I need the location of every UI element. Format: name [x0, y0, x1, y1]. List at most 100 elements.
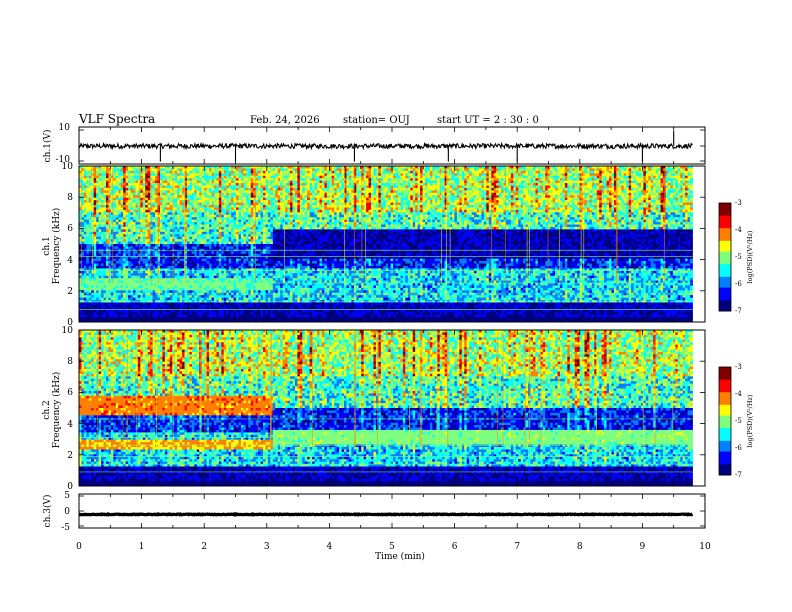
spectrogram-cell — [187, 271, 190, 274]
spectrogram-cell — [226, 210, 229, 213]
spectrogram-cell — [155, 225, 158, 228]
spectrogram-cell — [180, 290, 183, 293]
spectrogram-cell — [207, 303, 210, 306]
spectrogram-cell — [104, 217, 107, 220]
spectrogram-cell — [89, 288, 92, 291]
spectrogram-cell — [231, 317, 234, 320]
spectrogram-cell — [116, 215, 119, 218]
spectrogram-cell — [94, 222, 97, 225]
spectrogram-cell — [170, 193, 173, 196]
spectrogram-cell — [175, 215, 178, 218]
spectrogram-cell — [106, 178, 109, 181]
spectrogram-cell — [194, 273, 197, 276]
spectrogram-cell — [197, 210, 200, 213]
spectrogram-cell — [167, 200, 170, 203]
spectrogram-cell — [199, 295, 202, 298]
spectrogram-cell — [143, 251, 146, 254]
spectrogram-cell — [84, 303, 87, 306]
spectrogram-cell — [189, 200, 192, 203]
spectrogram-cell — [180, 198, 183, 201]
spectrogram-cell — [175, 273, 178, 276]
spectrogram-cell — [143, 261, 146, 264]
spectrogram-cell — [140, 176, 143, 179]
spectrogram-cell — [219, 178, 222, 181]
spectrogram-cell — [131, 288, 134, 291]
spectrogram-cell — [145, 215, 148, 218]
spectrogram-cell — [177, 198, 180, 201]
spectrogram-cell — [94, 210, 97, 213]
spectrogram-cell — [229, 244, 232, 247]
spectrogram-cell — [126, 176, 129, 179]
spectrogram-cell — [202, 195, 205, 198]
spectrogram-cell — [94, 181, 97, 184]
spectrogram-cell — [175, 290, 178, 293]
spectrogram-cell — [194, 288, 197, 291]
spectrogram-cell — [231, 193, 234, 196]
spectrogram-cell — [131, 205, 134, 208]
spectrogram-cell — [224, 290, 227, 293]
spectrogram-cell — [234, 171, 237, 174]
spectrogram-cell — [113, 251, 116, 254]
spectrogram-cell — [116, 229, 119, 232]
spectrogram-cell — [108, 176, 111, 179]
spectrogram-cell — [189, 168, 192, 171]
spectrogram-cell — [180, 264, 183, 267]
spectrogram-cell — [162, 288, 165, 291]
spectrogram-cell — [145, 259, 148, 262]
spectrogram-cell — [162, 244, 165, 247]
spectrogram-cell — [116, 264, 119, 267]
spectrogram-cell — [104, 276, 107, 279]
spectrogram-cell — [126, 212, 129, 215]
spectrogram-cell — [202, 232, 205, 235]
spectrogram-cell — [189, 205, 192, 208]
spectrogram-cell — [209, 298, 212, 301]
spectrogram-cell — [126, 303, 129, 306]
spectrogram-cell — [111, 190, 114, 193]
spectrogram-cell — [180, 178, 183, 181]
spectrogram-cell — [165, 259, 168, 262]
spectrogram-cell — [216, 315, 219, 318]
spectrogram-cell — [207, 183, 210, 186]
spectrogram-cell — [101, 212, 104, 215]
spectrogram-cell — [138, 251, 141, 254]
spectrogram-cell — [194, 285, 197, 288]
spectrogram-cell — [91, 298, 94, 301]
spectrogram-cell — [108, 290, 111, 293]
spectrogram-cell — [199, 190, 202, 193]
spectrogram-cell — [86, 271, 89, 274]
spectrogram-cell — [167, 178, 170, 181]
spectrogram-cell — [162, 239, 165, 242]
spectrogram-cell — [167, 176, 170, 179]
spectrogram-cell — [140, 188, 143, 191]
spectrogram-cell — [126, 242, 129, 245]
spectrogram-cell — [116, 273, 119, 276]
spectrogram-cell — [221, 220, 224, 223]
spectrogram-cell — [143, 176, 146, 179]
spectrogram-cell — [96, 288, 99, 291]
spectrogram-cell — [165, 305, 168, 308]
spectrogram-cell — [96, 242, 99, 245]
spectrogram-cell — [94, 212, 97, 215]
spectrogram-cell — [221, 312, 224, 315]
spectrogram-cell — [212, 290, 215, 293]
spectrogram-cell — [162, 278, 165, 281]
spectrogram-cell — [167, 186, 170, 189]
spectrogram-cell — [99, 176, 102, 179]
spectrogram-cell — [108, 212, 111, 215]
spectrogram-cell — [177, 173, 180, 176]
spectrogram-cell — [106, 217, 109, 220]
spectrogram-cell — [212, 207, 215, 210]
spectrogram-cell — [187, 232, 190, 235]
spectrogram-cell — [214, 234, 217, 237]
spectrogram-cell — [99, 181, 102, 184]
spectrogram-cell — [96, 183, 99, 186]
spectrogram-cell — [234, 178, 237, 181]
spectrogram-cell — [194, 205, 197, 208]
spectrogram-cell — [118, 288, 121, 291]
spectrogram-cell — [106, 222, 109, 225]
spectrogram-cell — [153, 273, 156, 276]
spectrogram-cell — [96, 315, 99, 318]
spectrogram-cell — [126, 310, 129, 313]
spectrogram-cell — [180, 285, 183, 288]
spectrogram-cell — [99, 190, 102, 193]
